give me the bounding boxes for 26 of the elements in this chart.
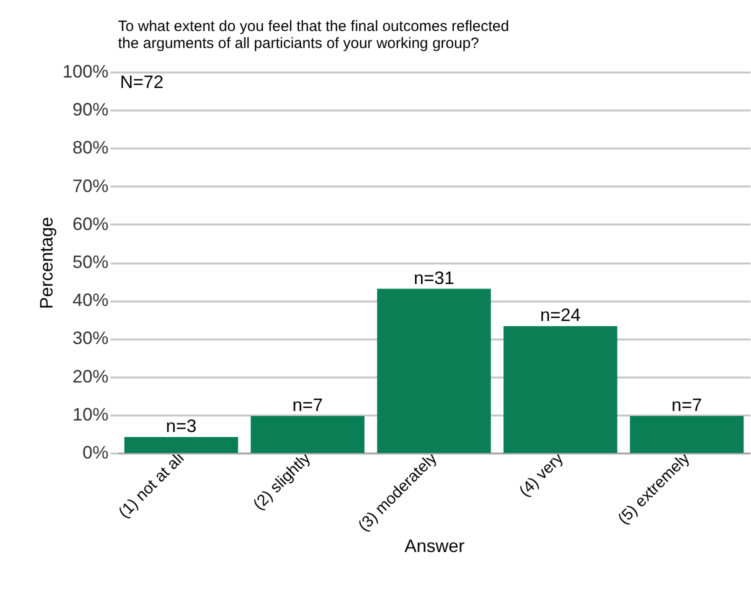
y-tick-label: 100% [62,62,108,82]
annotation: n=7 [672,395,702,416]
annotation: n=3 [166,416,196,436]
chart-title: To what extent do you feel that the final outcomes reflected the arguments of all particiants of your working group? [118,18,510,52]
y-tick-label: 30% [72,328,108,348]
y-tick-label: 0% [82,442,108,462]
bar [630,416,744,453]
annotation: n=24 [540,305,581,326]
y-tick-label: 90% [72,100,108,120]
annotation: n=7 [292,395,323,416]
y-tick-label: 80% [72,138,108,158]
x-axis-title: Answer [404,536,465,556]
y-tick-label: 40% [72,290,108,310]
y-axis-title: Percentage [36,216,56,310]
x-tick-label: (4) very [516,450,567,500]
bar [250,416,364,453]
bar [377,288,491,453]
annotation: n=31 [414,268,454,288]
bar [124,437,238,453]
annotation: N=72 [120,72,164,92]
bar [504,326,618,453]
y-tick-label: 10% [72,404,108,424]
y-tick-label: 50% [72,252,108,272]
y-tick-label: 20% [72,366,108,386]
y-tick-label: 70% [72,176,108,196]
y-tick-label: 60% [72,214,108,234]
